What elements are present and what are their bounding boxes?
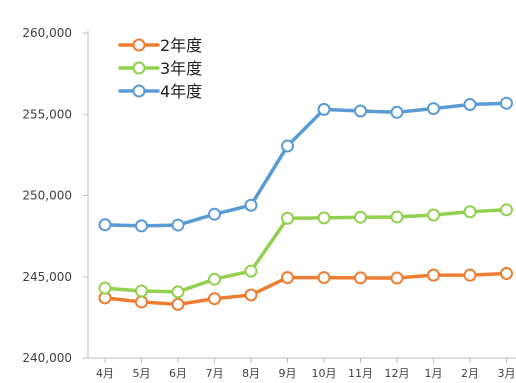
x-tick-label: 6月 xyxy=(169,367,187,379)
data-point xyxy=(354,104,367,118)
y-tick-label: 260,000 xyxy=(22,26,72,40)
x-tick-label: 9月 xyxy=(279,367,297,379)
data-point xyxy=(317,271,331,285)
data-point xyxy=(500,267,513,280)
legend-marker xyxy=(132,84,146,98)
y-tick-label: 250,000 xyxy=(22,189,72,203)
data-point xyxy=(354,210,367,224)
x-tick-label: 3月 xyxy=(498,367,516,379)
data-point xyxy=(135,284,148,298)
data-point xyxy=(390,210,404,224)
data-point xyxy=(500,96,513,110)
series-line xyxy=(103,208,509,294)
data-point xyxy=(463,205,477,219)
data-point xyxy=(171,285,185,299)
x-tick-label: 12月 xyxy=(385,367,410,379)
data-point xyxy=(281,211,294,225)
data-point xyxy=(171,297,185,311)
data-point xyxy=(244,288,258,302)
data-point xyxy=(171,218,185,232)
data-point xyxy=(98,281,112,295)
axes: 240,000 245,000 250,000 255,000 260,000 4月 5月 6… xyxy=(22,26,516,380)
series-line xyxy=(103,271,509,307)
legend-label: 4年度 xyxy=(160,82,202,101)
y-tick-label: 255,000 xyxy=(22,107,72,121)
y-tick-label: 240,000 xyxy=(22,351,72,365)
data-point xyxy=(281,271,294,285)
data-point xyxy=(427,102,440,116)
legend-entry: 2年度 xyxy=(118,36,202,55)
legend-entry: 3年度 xyxy=(118,59,202,78)
legend-marker xyxy=(132,38,146,52)
data-point xyxy=(317,102,331,116)
legend-entry: 4年度 xyxy=(118,82,202,101)
data-point xyxy=(390,271,404,285)
data-point xyxy=(208,207,221,221)
x-tick-label: 7月 xyxy=(206,367,224,379)
series-1 xyxy=(98,267,513,311)
legend-marker xyxy=(132,61,146,75)
x-tick-label: 2月 xyxy=(461,367,479,379)
x-tick-label: 1月 xyxy=(425,367,443,379)
x-tick-label: 5月 xyxy=(133,367,151,379)
data-point xyxy=(463,268,477,282)
series-2 xyxy=(98,203,513,299)
x-tick-label: 4月 xyxy=(96,367,114,379)
data-point xyxy=(208,272,221,286)
legend-label: 2年度 xyxy=(160,36,202,55)
data-point xyxy=(244,264,258,278)
data-point xyxy=(463,98,477,111)
data-point xyxy=(281,139,294,153)
data-point xyxy=(427,268,440,282)
x-tick-label: 8月 xyxy=(242,367,260,379)
legend-label: 3年度 xyxy=(160,59,202,78)
data-point xyxy=(317,211,331,225)
data-point xyxy=(98,218,112,232)
data-point xyxy=(427,208,440,222)
data-point xyxy=(354,271,367,285)
series-3 xyxy=(98,96,513,233)
series-lines xyxy=(98,96,513,311)
data-point xyxy=(135,219,148,233)
x-tick-label: 10月 xyxy=(312,367,337,379)
data-point xyxy=(244,198,258,212)
x-tick-label: 11月 xyxy=(348,367,373,379)
y-tick-label: 245,000 xyxy=(22,270,72,284)
data-point xyxy=(135,295,148,309)
legend: 2年度 3年度 4年度 xyxy=(118,36,202,101)
series-line xyxy=(103,101,509,228)
data-point xyxy=(390,105,404,119)
data-point xyxy=(208,292,221,306)
data-point xyxy=(500,203,513,217)
